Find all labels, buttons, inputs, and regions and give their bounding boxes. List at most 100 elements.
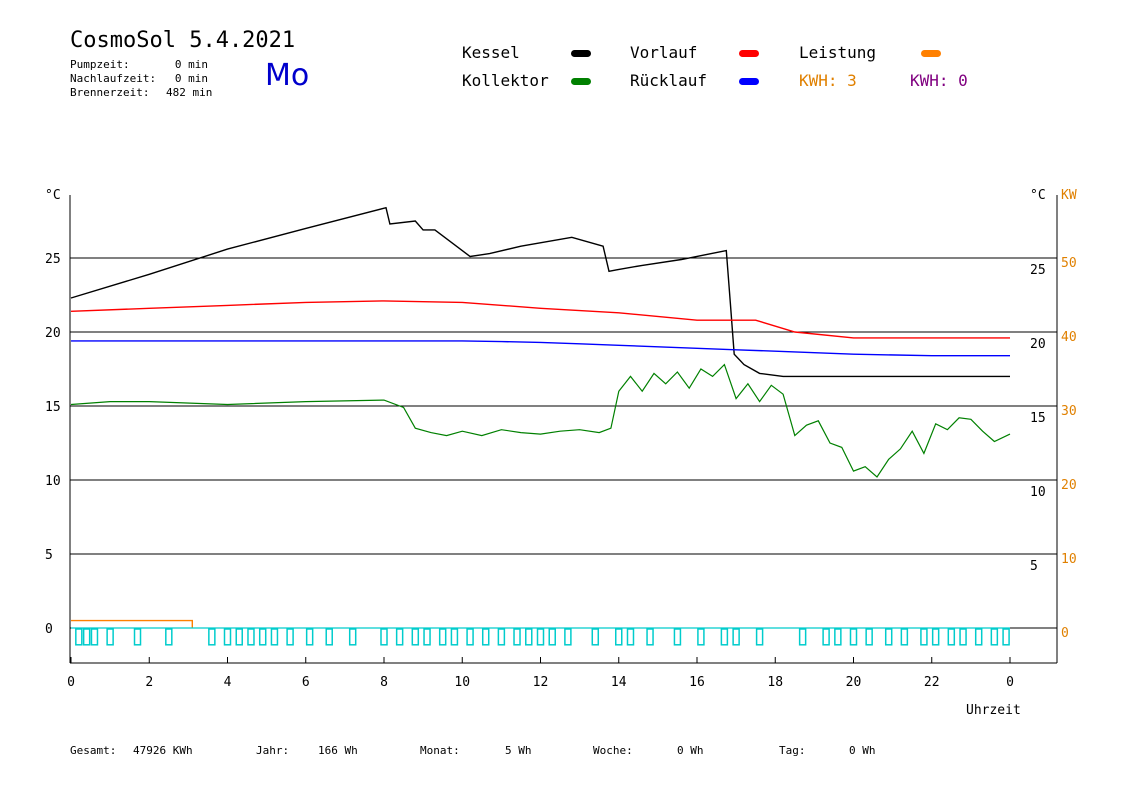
kw-tick-label: 40 xyxy=(1061,330,1077,345)
pulse-mark xyxy=(423,628,431,646)
pulse-mark xyxy=(466,628,474,646)
legend-kwh-secondary: KWH: 0 xyxy=(910,71,968,90)
burner-time-value: 482 min xyxy=(166,86,213,99)
pulse-mark xyxy=(325,628,333,646)
legend-vorlauf-label: Vorlauf xyxy=(630,43,698,62)
pulse-mark xyxy=(497,628,506,646)
footer-total-label: Gesamt: xyxy=(70,744,117,757)
kw-axis-unit: KW xyxy=(1061,188,1077,203)
pulse-mark xyxy=(865,628,873,646)
series-line-kollektor xyxy=(70,363,1011,478)
legend-leistung-swatch xyxy=(921,50,941,57)
pulse-mark xyxy=(947,628,956,646)
footer-month-label: Monat: xyxy=(420,744,460,757)
y-tick-label-right: 5 xyxy=(1030,559,1038,574)
pulse-mark xyxy=(959,628,967,646)
legend-kessel-label: Kessel xyxy=(462,43,520,62)
pulse-mark xyxy=(411,628,420,646)
pulse-mark xyxy=(481,628,490,646)
pulse-mark xyxy=(884,628,893,646)
y-tick-label-right: 25 xyxy=(1030,263,1046,278)
y-tick-label-left: 20 xyxy=(45,326,61,341)
pulse-mark xyxy=(133,628,142,646)
pulse-mark xyxy=(536,628,545,646)
legend-kollektor-swatch xyxy=(571,78,591,85)
pulse-mark xyxy=(348,628,357,646)
x-tick-label: 22 xyxy=(924,675,940,690)
pulse-mark xyxy=(438,628,447,646)
pulse-mark xyxy=(673,628,682,646)
pulse-mark xyxy=(223,628,232,646)
x-tick-label: 10 xyxy=(454,675,470,690)
pulse-mark xyxy=(75,628,83,646)
pulse-mark xyxy=(822,628,830,646)
legend-ruecklauf-swatch xyxy=(739,78,759,85)
x-tick-label: 8 xyxy=(380,675,388,690)
footer-month-value: 5 Wh xyxy=(505,744,532,757)
legend-ruecklauf-label: Rücklauf xyxy=(630,71,708,90)
y-tick-label-right: 20 xyxy=(1030,337,1046,352)
pulse-mark xyxy=(286,628,294,646)
legend-kessel-swatch xyxy=(571,50,591,57)
footer-week-label: Woche: xyxy=(593,744,633,757)
pulse-mark xyxy=(626,628,635,646)
x-tick-label: 16 xyxy=(689,675,705,690)
y-tick-label-left: 0 xyxy=(45,622,53,637)
kw-tick-label: 30 xyxy=(1061,404,1077,419)
pulse-mark xyxy=(990,628,999,646)
pump-time-row: Pumpzeit: 0 min xyxy=(70,58,208,72)
x-tick-label: 12 xyxy=(533,675,549,690)
burner-time-row: Brennerzeit: 482 min xyxy=(70,86,213,100)
pulse-mark xyxy=(513,628,521,646)
pulse-mark xyxy=(90,628,99,646)
series-line-ruecklauf xyxy=(71,340,1010,357)
pulse-mark xyxy=(106,628,114,646)
pump-time-value: 0 min xyxy=(174,58,208,71)
pulse-mark xyxy=(235,628,243,646)
x-tick-label: 0 xyxy=(1006,675,1014,690)
legend-kwh-primary: KWH: 3 xyxy=(799,71,857,90)
pulse-mark xyxy=(525,628,533,646)
afterrun-time-row: Nachlaufzeit: 0 min xyxy=(70,72,208,86)
pulse-mark xyxy=(247,628,255,646)
pulse-mark xyxy=(920,628,928,646)
y-tick-label-right: 15 xyxy=(1030,411,1046,426)
afterrun-time-label: Nachlaufzeit: xyxy=(70,72,157,85)
pulse-mark xyxy=(931,628,940,646)
x-tick-label: 2 xyxy=(145,675,153,690)
x-axis-label: Uhrzeit xyxy=(966,703,1021,718)
pulse-mark xyxy=(395,628,404,646)
x-tick-label: 14 xyxy=(611,675,627,690)
page-title: CosmoSol 5.4.2021 xyxy=(70,28,296,53)
burner-time-label: Brennerzeit: xyxy=(70,86,150,99)
y-tick-label-left: 10 xyxy=(45,474,61,489)
x-tick-label: 20 xyxy=(846,675,862,690)
afterrun-time-value: 0 min xyxy=(174,72,208,85)
x-tick-label: 6 xyxy=(302,675,310,690)
x-tick-label: 18 xyxy=(767,675,783,690)
pulse-mark xyxy=(1002,628,1010,646)
pulse-mark xyxy=(208,628,216,646)
footer-week-value: 0 Wh xyxy=(677,744,704,757)
pulse-mark xyxy=(548,628,556,646)
pulse-mark xyxy=(720,628,729,646)
pulse-mark xyxy=(974,628,983,646)
y-tick-label-left: 25 xyxy=(45,252,61,267)
series-line-vorlauf xyxy=(70,300,1010,339)
legend-leistung-label: Leistung xyxy=(799,43,877,62)
footer-day-label: Tag: xyxy=(779,744,806,757)
pulse-mark xyxy=(165,628,173,646)
y-axis-unit-right: °C xyxy=(1030,188,1046,203)
footer-year-label: Jahr: xyxy=(256,744,290,757)
pulse-mark xyxy=(591,628,600,646)
pulse-mark xyxy=(615,628,623,646)
pulse-mark xyxy=(82,628,91,646)
pulse-mark xyxy=(834,628,842,646)
pulse-mark xyxy=(849,628,858,646)
pulse-mark xyxy=(646,628,654,646)
kw-tick-label: 0 xyxy=(1061,626,1069,641)
y-tick-label-right: 10 xyxy=(1030,485,1046,500)
pump-time-label: Pumpzeit: xyxy=(70,58,130,71)
pulse-mark xyxy=(450,628,459,646)
